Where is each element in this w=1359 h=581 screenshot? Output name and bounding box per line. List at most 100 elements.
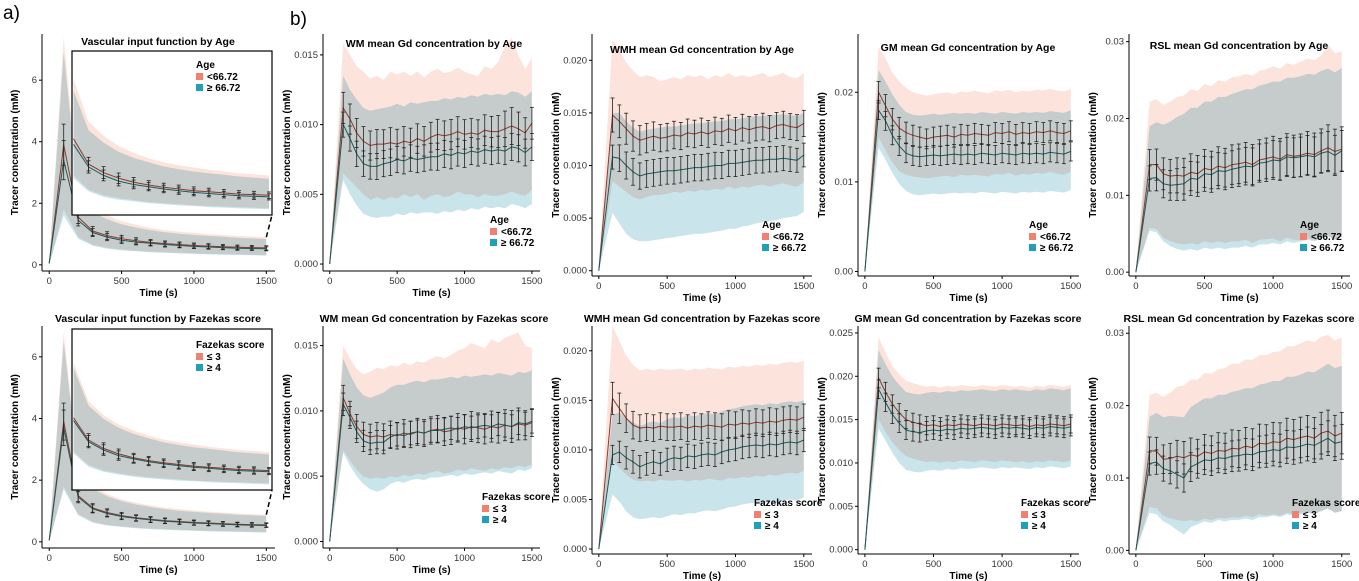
series-line-2 bbox=[1135, 437, 1342, 551]
legend-title: Age bbox=[196, 60, 215, 71]
y-tick-label: 0.005 bbox=[294, 189, 318, 200]
y-axis-title: Tracer concentration (mM) bbox=[551, 377, 562, 503]
inset-connector-right bbox=[265, 214, 273, 238]
plot-area bbox=[598, 39, 806, 271]
x-axis-title: Time (s) bbox=[1220, 293, 1258, 304]
y-axis-title: Tracer concentration (mM) bbox=[282, 90, 293, 216]
plot-area bbox=[1135, 44, 1344, 273]
chart-rsl_age: RSL mean Gd concentration by Age 0 500 1000… bbox=[1088, 34, 1352, 304]
x-tick-label: 500 bbox=[926, 281, 942, 292]
legend-key-1 bbox=[754, 511, 761, 518]
legend-label-1: <66.72 bbox=[773, 232, 804, 243]
y-axis-title: Tracer concentration (mM) bbox=[551, 92, 562, 218]
inset-plot bbox=[71, 50, 273, 216]
series-line-1 bbox=[1135, 147, 1342, 273]
x-tick-label: 1500 bbox=[1331, 559, 1352, 570]
x-tick-label: 500 bbox=[114, 553, 130, 564]
y-tick-label: 0.000 bbox=[563, 544, 587, 555]
x-tick-label: 1500 bbox=[521, 553, 542, 564]
legend-key-2 bbox=[1029, 244, 1036, 251]
x-axis-title: Time (s) bbox=[949, 293, 987, 304]
legend-label-2: ≥ 4 bbox=[1032, 521, 1046, 532]
legend-key-2 bbox=[196, 84, 203, 91]
legend-label-1: ≤ 3 bbox=[207, 352, 221, 363]
chart-wmh_faz: WMH mean Gd concentration by Fazekas sco… bbox=[551, 313, 823, 581]
legend-label-1: <66.72 bbox=[1040, 232, 1071, 243]
series-line-2 bbox=[48, 427, 267, 541]
legend-label-2: ≥ 66.72 bbox=[1040, 243, 1074, 254]
y-axis-title: Tracer concentration (mM) bbox=[817, 92, 828, 218]
y-tick-label: 0.020 bbox=[563, 346, 587, 357]
legend-key-1 bbox=[490, 228, 497, 235]
legend: Age<66.72≥ 66.72 bbox=[196, 60, 241, 94]
series-line-1 bbox=[73, 417, 270, 472]
x-axis-title: Time (s) bbox=[683, 293, 721, 304]
y-tick-label: 0.005 bbox=[829, 501, 853, 512]
legend-label-2: ≥ 4 bbox=[1303, 521, 1317, 532]
legend-label-1: <66.72 bbox=[1311, 232, 1342, 243]
y-tick-label: 0.03 bbox=[1106, 37, 1125, 48]
x-tick-label: 0 bbox=[47, 553, 52, 564]
y-tick-label: 0.02 bbox=[1106, 114, 1125, 125]
chart-title: WM mean Gd concentration by Fazekas scor… bbox=[320, 313, 549, 325]
y-tick-label: 0.000 bbox=[294, 536, 318, 547]
x-tick-label: 1500 bbox=[1060, 559, 1081, 570]
y-tick-label: 2 bbox=[32, 475, 37, 486]
y-tick-label: 0.02 bbox=[835, 87, 854, 98]
y-tick-label: 0.025 bbox=[829, 328, 853, 339]
legend-key-2 bbox=[1300, 244, 1307, 251]
x-tick-label: 0 bbox=[1133, 281, 1138, 292]
y-axis-title: Tracer concentration (mM) bbox=[10, 90, 21, 216]
legend-title: Fazekas score bbox=[196, 340, 265, 351]
x-axis-title: Time (s) bbox=[683, 571, 721, 581]
x-tick-label: 0 bbox=[596, 281, 601, 292]
legend-label-2: ≥ 4 bbox=[207, 363, 221, 374]
y-tick-label: 0 bbox=[32, 537, 37, 548]
y-tick-label: 0.010 bbox=[563, 161, 587, 172]
legend-key-2 bbox=[482, 516, 489, 523]
y-tick-label: 0.00 bbox=[835, 267, 854, 278]
legend: Fazekas score≤ 3≥ 4 bbox=[1021, 498, 1090, 532]
x-tick-label: 1500 bbox=[1331, 281, 1352, 292]
legend-label-1: ≤ 3 bbox=[493, 504, 507, 515]
chart-vif_faz: Vascular input function by Fazekas score… bbox=[10, 313, 277, 576]
legend: Fazekas score≤ 3≥ 4 bbox=[754, 498, 823, 532]
legend-title: Age bbox=[490, 215, 509, 226]
chart-title: Vascular input function by Fazekas score bbox=[55, 313, 261, 325]
legend-title: Fazekas score bbox=[1021, 498, 1090, 509]
y-tick-label: 0.015 bbox=[829, 415, 853, 426]
x-tick-label: 1500 bbox=[793, 281, 814, 292]
y-axis-title: Tracer concentration (mM) bbox=[10, 374, 21, 500]
legend: Age<66.72≥ 66.72 bbox=[762, 220, 807, 254]
x-tick-label: 0 bbox=[862, 559, 867, 570]
y-tick-label: 4 bbox=[32, 137, 37, 148]
x-tick-label: 500 bbox=[1197, 559, 1213, 570]
y-tick-label: 0.010 bbox=[829, 458, 853, 469]
y-tick-label: 0.005 bbox=[563, 494, 587, 505]
y-tick-label: 0.015 bbox=[294, 341, 318, 352]
y-tick-label: 0.000 bbox=[294, 259, 318, 270]
x-tick-label: 1000 bbox=[725, 559, 746, 570]
y-tick-label: 0.010 bbox=[294, 120, 318, 131]
series-line-1 bbox=[73, 138, 270, 196]
legend-key-1 bbox=[1292, 511, 1299, 518]
plot-area bbox=[329, 38, 534, 265]
series-line-2 bbox=[329, 122, 533, 265]
y-tick-label: 0.015 bbox=[563, 395, 587, 406]
series-line-2 bbox=[48, 160, 267, 264]
y-tick-label: 0.00 bbox=[1106, 267, 1125, 278]
chart-wm_age: WM mean Gd concentration by Age 0 500 1000 1… bbox=[282, 34, 542, 299]
x-tick-label: 500 bbox=[1197, 281, 1213, 292]
y-tick-label: 0.015 bbox=[563, 108, 587, 119]
series-line-1 bbox=[864, 376, 1071, 550]
y-tick-label: 0.010 bbox=[294, 406, 318, 417]
y-tick-label: 6 bbox=[32, 352, 37, 363]
y-tick-label: 0.005 bbox=[563, 213, 587, 224]
y-tick-label: 0.00 bbox=[1106, 545, 1125, 556]
legend-key-1 bbox=[1029, 233, 1036, 240]
x-tick-label: 1500 bbox=[256, 276, 277, 287]
legend-label-2: ≥ 4 bbox=[493, 515, 507, 526]
y-tick-label: 0 bbox=[32, 260, 37, 271]
x-axis-title: Time (s) bbox=[139, 288, 177, 299]
y-tick-label: 0.01 bbox=[1106, 473, 1125, 484]
